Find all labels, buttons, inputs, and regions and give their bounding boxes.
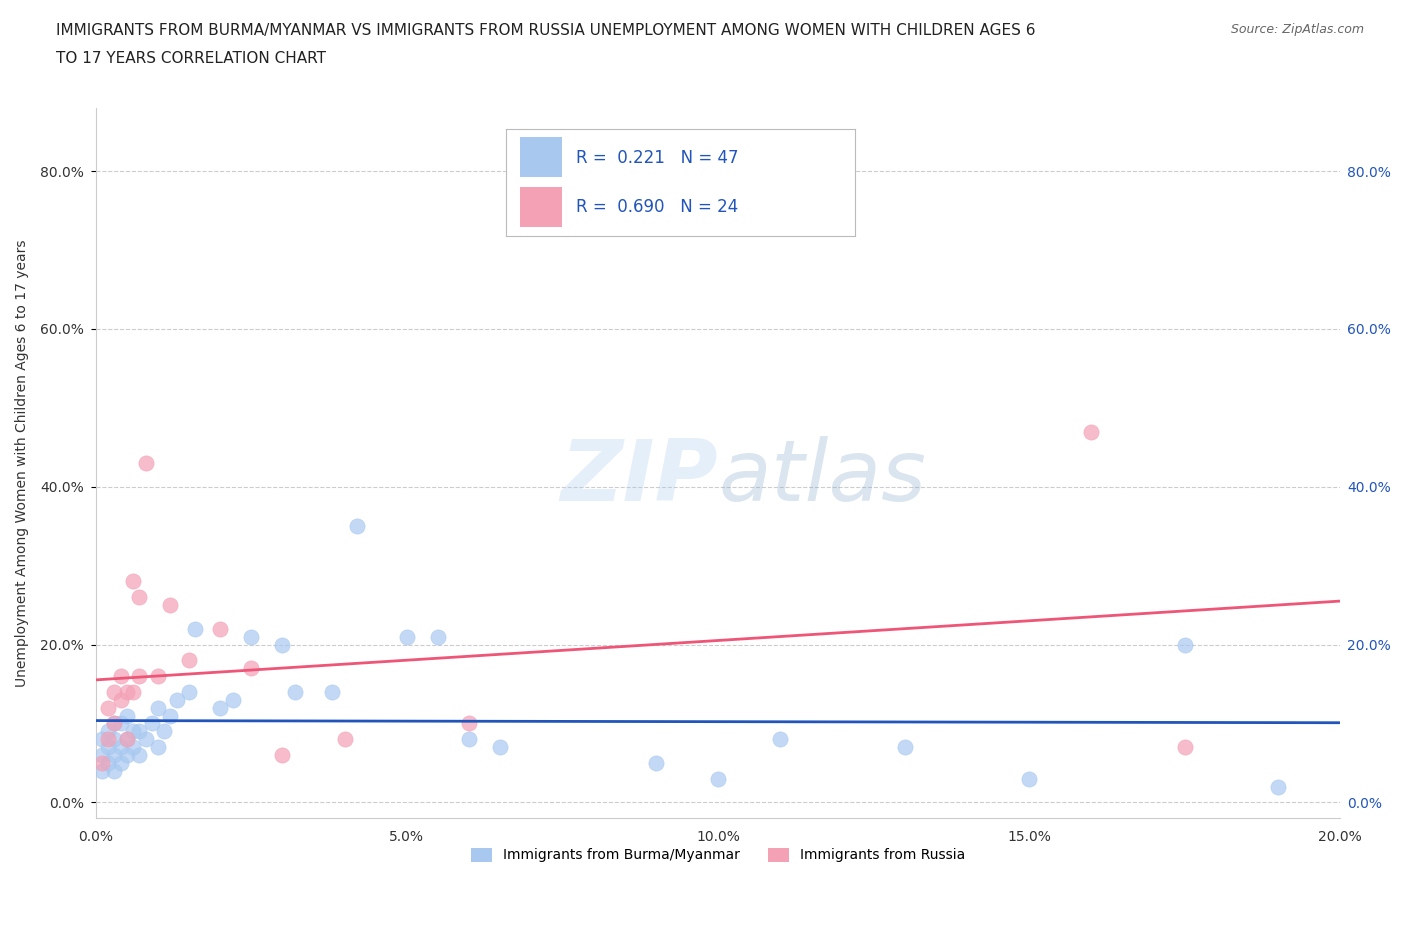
Point bbox=[91, 764, 114, 778]
Text: atlas: atlas bbox=[718, 436, 927, 519]
Point bbox=[103, 716, 125, 731]
Point bbox=[103, 748, 125, 763]
Point bbox=[97, 755, 120, 770]
Point bbox=[115, 732, 138, 747]
Point bbox=[159, 598, 181, 613]
Point bbox=[141, 716, 163, 731]
Point bbox=[644, 755, 666, 770]
Point bbox=[221, 692, 243, 707]
Point bbox=[110, 739, 132, 754]
Point bbox=[91, 755, 114, 770]
Point bbox=[91, 748, 114, 763]
Point bbox=[122, 724, 145, 738]
Point bbox=[1267, 779, 1289, 794]
Point bbox=[333, 732, 356, 747]
Point bbox=[1018, 771, 1040, 786]
Point bbox=[97, 724, 120, 738]
Point bbox=[97, 700, 120, 715]
Point bbox=[458, 732, 481, 747]
Point bbox=[209, 621, 232, 636]
Point bbox=[179, 653, 201, 668]
Point bbox=[135, 732, 157, 747]
Point bbox=[458, 716, 481, 731]
Point bbox=[321, 684, 343, 699]
Point bbox=[166, 692, 188, 707]
Point bbox=[209, 700, 232, 715]
Point bbox=[110, 716, 132, 731]
Point bbox=[128, 724, 150, 738]
Point bbox=[184, 621, 207, 636]
Point bbox=[110, 692, 132, 707]
Point bbox=[91, 732, 114, 747]
Point bbox=[97, 732, 120, 747]
Point bbox=[1174, 739, 1197, 754]
Point bbox=[271, 748, 294, 763]
Point bbox=[115, 748, 138, 763]
Text: IMMIGRANTS FROM BURMA/MYANMAR VS IMMIGRANTS FROM RUSSIA UNEMPLOYMENT AMONG WOMEN: IMMIGRANTS FROM BURMA/MYANMAR VS IMMIGRA… bbox=[56, 23, 1036, 38]
Legend: Immigrants from Burma/Myanmar, Immigrants from Russia: Immigrants from Burma/Myanmar, Immigrant… bbox=[465, 842, 970, 868]
Point bbox=[110, 669, 132, 684]
Text: Source: ZipAtlas.com: Source: ZipAtlas.com bbox=[1230, 23, 1364, 36]
Point bbox=[271, 637, 294, 652]
Point bbox=[135, 456, 157, 471]
Point bbox=[115, 732, 138, 747]
Point bbox=[489, 739, 512, 754]
Point bbox=[395, 630, 418, 644]
Point bbox=[103, 716, 125, 731]
Point bbox=[122, 574, 145, 589]
Point bbox=[1174, 637, 1197, 652]
Point bbox=[115, 684, 138, 699]
Point bbox=[179, 684, 201, 699]
Point bbox=[240, 661, 263, 676]
Point bbox=[146, 700, 169, 715]
Point bbox=[97, 739, 120, 754]
Point bbox=[122, 684, 145, 699]
Point bbox=[103, 732, 125, 747]
Point bbox=[769, 732, 792, 747]
Point bbox=[159, 708, 181, 723]
Point bbox=[115, 708, 138, 723]
Point bbox=[707, 771, 730, 786]
Point bbox=[893, 739, 915, 754]
Point bbox=[427, 630, 450, 644]
Point bbox=[110, 755, 132, 770]
Point bbox=[346, 519, 368, 534]
Point bbox=[146, 739, 169, 754]
Point bbox=[128, 748, 150, 763]
Text: ZIP: ZIP bbox=[561, 436, 718, 519]
Point bbox=[128, 669, 150, 684]
Point bbox=[122, 739, 145, 754]
Point bbox=[240, 630, 263, 644]
Point bbox=[284, 684, 307, 699]
Point bbox=[103, 684, 125, 699]
Y-axis label: Unemployment Among Women with Children Ages 6 to 17 years: Unemployment Among Women with Children A… bbox=[15, 239, 30, 687]
Point bbox=[128, 590, 150, 604]
Point bbox=[103, 764, 125, 778]
Point bbox=[1080, 424, 1102, 439]
Point bbox=[153, 724, 176, 738]
Point bbox=[146, 669, 169, 684]
Text: TO 17 YEARS CORRELATION CHART: TO 17 YEARS CORRELATION CHART bbox=[56, 51, 326, 66]
